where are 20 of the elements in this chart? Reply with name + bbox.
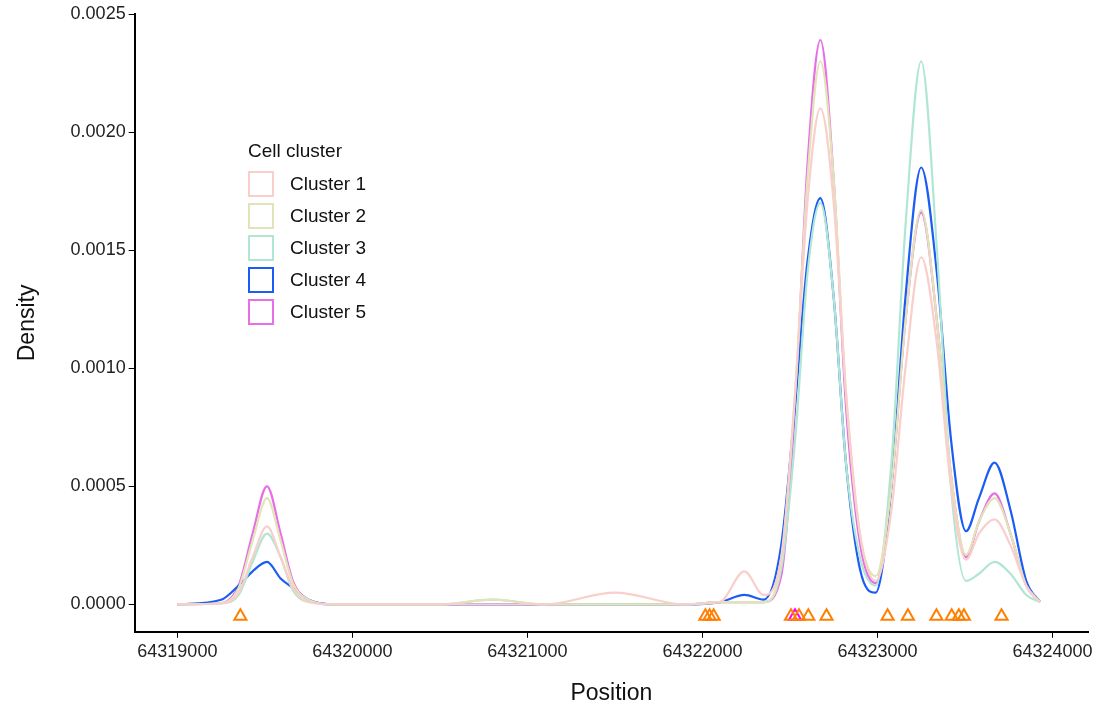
x-tick-label: 64319000 xyxy=(137,640,218,661)
legend-label: Cluster 1 xyxy=(290,173,367,195)
y-tick-label: 0.0025 xyxy=(70,2,126,23)
legend-label: Cluster 2 xyxy=(290,205,367,227)
y-tick-label: 0.0015 xyxy=(70,239,126,260)
y-tick-label: 0.0000 xyxy=(70,593,126,614)
x-tick-label: 64322000 xyxy=(662,640,743,661)
y-tick-label: 0.0005 xyxy=(70,475,126,496)
y-axis-title: Density xyxy=(13,284,40,362)
x-tick-label: 64324000 xyxy=(1012,640,1093,661)
x-axis-title: Position xyxy=(570,678,653,705)
x-tick-label: 64321000 xyxy=(487,640,568,661)
y-tick-label: 0.0010 xyxy=(70,357,126,378)
legend-label: Cluster 5 xyxy=(290,301,367,323)
x-tick-label: 64320000 xyxy=(312,640,393,661)
y-tick-label: 0.0020 xyxy=(70,121,126,142)
legend-label: Cluster 4 xyxy=(290,269,367,291)
x-tick-label: 64323000 xyxy=(837,640,918,661)
legend-label: Cluster 3 xyxy=(290,237,367,259)
legend-title: Cell cluster xyxy=(248,140,343,162)
